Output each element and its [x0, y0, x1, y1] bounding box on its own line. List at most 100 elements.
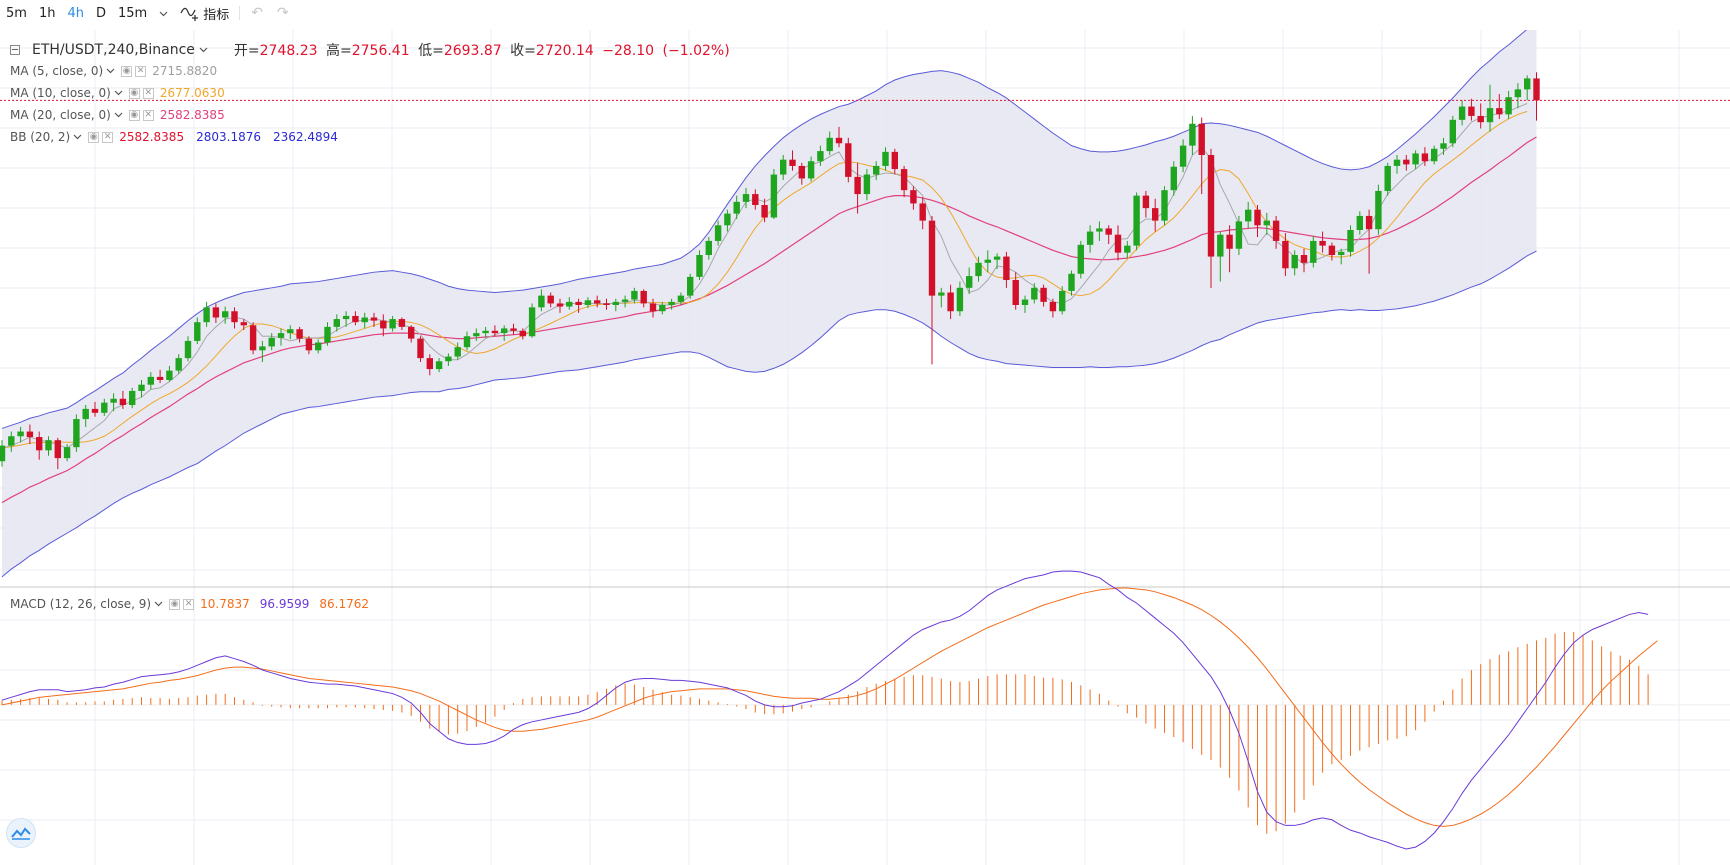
interval-1h-button[interactable]: 1h: [38, 5, 56, 21]
candle-body: [324, 326, 331, 343]
candle-body: [1059, 290, 1066, 312]
candle-body: [1421, 153, 1429, 162]
candle-body: [138, 384, 145, 391]
chevron-down-icon[interactable]: [199, 47, 208, 53]
close-icon[interactable]: ✕: [135, 65, 147, 77]
indicators-label: 指标: [203, 7, 230, 23]
candle-body: [1524, 78, 1531, 90]
candle-body: [714, 225, 722, 241]
eye-icon[interactable]: ◉: [121, 65, 133, 77]
close-icon[interactable]: ✕: [102, 131, 114, 143]
candle-body: [1170, 166, 1177, 191]
candle-body: [817, 151, 824, 162]
bb-lower-value: 2362.4894: [273, 130, 338, 144]
redo-button[interactable]: ↷: [270, 5, 296, 21]
macd-label[interactable]: MACD (12, 26, close, 9): [10, 597, 152, 611]
macd-controls: ◉ ✕: [169, 598, 195, 610]
interval-dropdown-button[interactable]: [153, 6, 174, 21]
collapse-icon[interactable]: [10, 45, 20, 55]
tradingview-logo[interactable]: [6, 818, 36, 848]
bb-label[interactable]: BB (20, 2): [10, 130, 71, 144]
candle-body: [1393, 159, 1401, 166]
candle-body: [556, 303, 564, 307]
candle-body: [1226, 234, 1233, 249]
candle-body: [435, 361, 443, 370]
candle-body: [1207, 155, 1215, 257]
candle-body: [1291, 255, 1298, 269]
candle-body: [1319, 240, 1326, 246]
chevron-down-icon[interactable]: [73, 134, 82, 140]
ohlc-values: 开=2748.23 高=2756.41 低=2693.87 收=2720.14 …: [230, 40, 730, 60]
candle-body: [659, 305, 666, 312]
low-eq: =: [432, 43, 444, 59]
candle-body: [705, 240, 712, 255]
toolbar-divider: [239, 6, 241, 20]
symbol-legend: ETH/USDT, 240, Binance 开=2748.23 高=2756.…: [10, 40, 730, 60]
candle-body: [296, 329, 303, 339]
candle-body: [240, 322, 247, 326]
candle-body: [752, 194, 759, 205]
chevron-down-icon[interactable]: [114, 90, 123, 96]
symbol-sep-1: ,: [103, 42, 108, 58]
candle-body: [1217, 234, 1224, 257]
candle-body: [1375, 190, 1382, 230]
candle-body: [445, 356, 452, 362]
candle-body: [1477, 115, 1484, 123]
candle-body: [882, 151, 889, 166]
candle-body: [1365, 215, 1373, 230]
chevron-down-icon[interactable]: [114, 112, 123, 118]
eye-icon[interactable]: ◉: [128, 87, 140, 99]
candle-body: [501, 328, 508, 334]
close-icon[interactable]: ✕: [183, 598, 195, 610]
symbol-pair[interactable]: ETH/USDT: [32, 42, 104, 58]
interval-15m-button[interactable]: 15m: [117, 5, 148, 21]
candle-body: [575, 301, 582, 305]
candle-body: [380, 320, 387, 329]
candle-body: [566, 301, 573, 307]
toolbar: 5m 1h 4h D 15m 指标 ↶ ↷: [0, 0, 1730, 26]
low-value: 2693.87: [443, 43, 502, 59]
candle-body: [1458, 106, 1466, 120]
high-label: 高: [325, 43, 340, 59]
close-icon[interactable]: ✕: [142, 109, 154, 121]
open-label: 开: [233, 43, 248, 59]
chevron-down-icon[interactable]: [106, 68, 115, 74]
interval-5m-button[interactable]: 5m: [6, 5, 27, 21]
interval-d-button[interactable]: D: [95, 5, 106, 21]
chart-area[interactable]: ETH/USDT, 240, Binance 开=2748.23 高=2756.…: [0, 30, 1730, 865]
candle-body: [259, 346, 266, 351]
candle-body: [1272, 220, 1280, 241]
indicators-button[interactable]: 指标: [174, 4, 235, 23]
candle-body: [1356, 215, 1363, 230]
ma20-label[interactable]: MA (20, close, 0): [10, 108, 111, 122]
candle-body: [621, 299, 629, 302]
macd-signal-line: [1, 587, 1658, 827]
candle-body: [1440, 143, 1447, 149]
candle-body: [389, 319, 396, 329]
interval-4h-button[interactable]: 4h: [67, 5, 84, 21]
undo-button[interactable]: ↶: [244, 5, 270, 21]
close-icon[interactable]: ✕: [142, 87, 154, 99]
candle-body: [687, 276, 694, 296]
candle-body: [1068, 273, 1075, 291]
candle-body: [975, 262, 982, 277]
candle-body: [1142, 195, 1150, 209]
eye-icon[interactable]: ◉: [88, 131, 100, 143]
ma10-legend: MA (10, close, 0) ◉ ✕ 2677.0630: [10, 86, 225, 100]
high-eq: =: [339, 43, 352, 59]
candle-body: [1152, 208, 1159, 221]
eye-icon[interactable]: ◉: [169, 598, 181, 610]
ma5-label[interactable]: MA (5, close, 0): [10, 64, 104, 78]
candle-body: [649, 303, 657, 312]
ma10-label[interactable]: MA (10, close, 0): [10, 86, 111, 100]
candle-body: [249, 325, 257, 351]
candle-body: [184, 340, 192, 359]
candle-body: [1468, 106, 1475, 116]
chevron-down-icon[interactable]: [154, 601, 163, 607]
candle-body: [798, 165, 805, 179]
eye-icon[interactable]: ◉: [128, 109, 140, 121]
candle-body: [147, 376, 154, 385]
candle-body: [956, 287, 964, 312]
price-chart-svg[interactable]: [0, 30, 1730, 865]
candle-body: [1496, 108, 1503, 115]
